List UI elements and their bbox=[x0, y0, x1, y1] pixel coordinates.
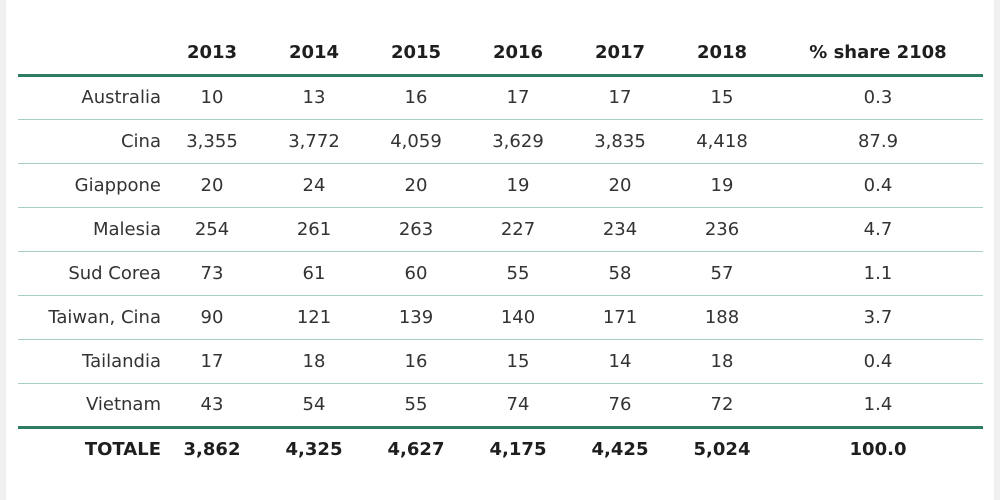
row-label-cell: Tailandia bbox=[18, 339, 161, 384]
table-row: Australia 10 13 16 17 17 15 0.3 bbox=[18, 75, 983, 120]
value-cell: 234 bbox=[569, 207, 671, 252]
value-cell: 14 bbox=[569, 339, 671, 384]
value-cell: 139 bbox=[365, 295, 467, 340]
page-edge-left bbox=[0, 0, 6, 500]
value-cell: 13 bbox=[263, 75, 365, 120]
share-cell: 87.9 bbox=[773, 119, 983, 164]
data-table: 2013 2014 2015 2016 2017 2018% share 2108 Aus… bbox=[18, 31, 983, 470]
value-cell: 18 bbox=[671, 339, 773, 384]
value-cell: 15 bbox=[467, 339, 569, 384]
share-cell: 0.3 bbox=[773, 75, 983, 120]
value-cell: 121 bbox=[263, 295, 365, 340]
header-cell-label bbox=[18, 31, 161, 77]
share-cell: 0.4 bbox=[773, 163, 983, 208]
value-cell: 43 bbox=[161, 383, 263, 429]
table-row: Malesia 254 261 263 227 234 236 4.7 bbox=[18, 207, 983, 252]
row-label-cell: Giappone bbox=[18, 163, 161, 208]
header-cell-share: % share 2108 bbox=[773, 31, 983, 77]
value-cell: 4,418 bbox=[671, 119, 773, 164]
table-row: Vietnam 43 54 55 74 76 72 1.4 bbox=[18, 383, 983, 429]
value-cell: 76 bbox=[569, 383, 671, 429]
share-cell: 3.7 bbox=[773, 295, 983, 340]
share-cell: 0.4 bbox=[773, 339, 983, 384]
table-row: Sud Corea 73 61 60 55 58 57 1.1 bbox=[18, 251, 983, 296]
value-cell: 17 bbox=[569, 75, 671, 120]
value-cell: 4,059 bbox=[365, 119, 467, 164]
value-cell: 57 bbox=[671, 251, 773, 296]
header-cell-year: 2018 bbox=[671, 31, 773, 77]
value-cell: 3,629 bbox=[467, 119, 569, 164]
share-cell: 1.1 bbox=[773, 251, 983, 296]
value-cell: 188 bbox=[671, 295, 773, 340]
share-cell: 4.7 bbox=[773, 207, 983, 252]
value-cell: 20 bbox=[161, 163, 263, 208]
table-row: Cina 3,355 3,772 4,059 3,629 3,835 4,418 87.9 bbox=[18, 119, 983, 164]
value-cell: 171 bbox=[569, 295, 671, 340]
total-value-cell: 4,425 bbox=[591, 438, 649, 460]
value-cell: 19 bbox=[467, 163, 569, 208]
header-cell-year: 2014 bbox=[263, 31, 365, 77]
row-label-cell: Sud Corea bbox=[18, 251, 161, 296]
value-cell: 15 bbox=[671, 75, 773, 120]
header-cell-year: 2016 bbox=[467, 31, 569, 77]
value-cell: 140 bbox=[467, 295, 569, 340]
value-cell: 236 bbox=[671, 207, 773, 252]
value-cell: 263 bbox=[365, 207, 467, 252]
header-cell-year: 2015 bbox=[365, 31, 467, 77]
value-cell: 10 bbox=[161, 75, 263, 120]
value-cell: 61 bbox=[263, 251, 365, 296]
table-row: Taiwan, Cina 90 121 139 140 171 188 3.7 bbox=[18, 295, 983, 340]
total-row: TOTALE 3,862 4,325 4,627 4,175 4,425 5,024 100.… bbox=[18, 427, 983, 470]
value-cell: 19 bbox=[671, 163, 773, 208]
table-row: Tailandia 17 18 16 15 14 18 0.4 bbox=[18, 339, 983, 384]
value-cell: 254 bbox=[161, 207, 263, 252]
value-cell: 60 bbox=[365, 251, 467, 296]
value-cell: 3,772 bbox=[263, 119, 365, 164]
total-value-cell: 4,325 bbox=[285, 438, 343, 460]
row-label-cell: Cina bbox=[18, 119, 161, 164]
table-row: Giappone 20 24 20 19 20 19 0.4 bbox=[18, 163, 983, 208]
value-cell: 3,835 bbox=[569, 119, 671, 164]
value-cell: 58 bbox=[569, 251, 671, 296]
value-cell: 17 bbox=[467, 75, 569, 120]
value-cell: 55 bbox=[365, 383, 467, 429]
value-cell: 24 bbox=[263, 163, 365, 208]
row-label-cell: Taiwan, Cina bbox=[18, 295, 161, 340]
value-cell: 3,355 bbox=[161, 119, 263, 164]
total-label-cell: TOTALE bbox=[84, 438, 161, 460]
value-cell: 90 bbox=[161, 295, 263, 340]
total-value-cell: 4,175 bbox=[489, 438, 547, 460]
table-body: Australia 10 13 16 17 17 15 0.3 Cina 3,355 3,772 4,… bbox=[18, 75, 983, 429]
value-cell: 20 bbox=[569, 163, 671, 208]
value-cell: 261 bbox=[263, 207, 365, 252]
header-row: 2013 2014 2015 2016 2017 2018% share 2108 bbox=[18, 31, 983, 77]
row-label-cell: Australia bbox=[18, 75, 161, 120]
value-cell: 227 bbox=[467, 207, 569, 252]
value-cell: 74 bbox=[467, 383, 569, 429]
total-value-cell: 5,024 bbox=[693, 438, 751, 460]
value-cell: 16 bbox=[365, 75, 467, 120]
value-cell: 54 bbox=[263, 383, 365, 429]
row-label-cell: Vietnam bbox=[18, 383, 161, 429]
value-cell: 16 bbox=[365, 339, 467, 384]
share-cell: 1.4 bbox=[773, 383, 983, 429]
value-cell: 18 bbox=[263, 339, 365, 384]
header-cell-year: 2013 bbox=[161, 31, 263, 77]
value-cell: 72 bbox=[671, 383, 773, 429]
value-cell: 55 bbox=[467, 251, 569, 296]
table-header: 2013 2014 2015 2016 2017 2018% share 2108 bbox=[18, 31, 983, 77]
header-cell-year: 2017 bbox=[569, 31, 671, 77]
total-value-cell: 3,862 bbox=[183, 438, 241, 460]
page-edge-right bbox=[994, 0, 1000, 500]
total-share-cell: 100.0 bbox=[849, 438, 907, 460]
table-footer: TOTALE 3,862 4,325 4,627 4,175 4,425 5,024 100.… bbox=[18, 427, 983, 470]
value-cell: 73 bbox=[161, 251, 263, 296]
value-cell: 17 bbox=[161, 339, 263, 384]
row-label-cell: Malesia bbox=[18, 207, 161, 252]
total-value-cell: 4,627 bbox=[387, 438, 445, 460]
value-cell: 20 bbox=[365, 163, 467, 208]
